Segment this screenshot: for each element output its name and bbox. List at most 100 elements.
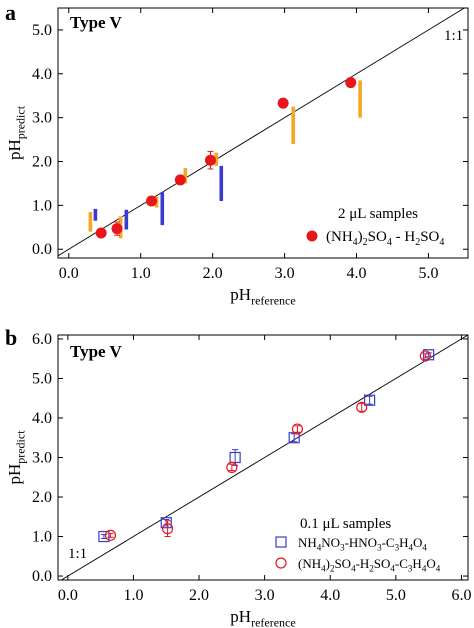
- y-tick-label: 1.0: [32, 529, 52, 546]
- data-point-circle: [161, 523, 174, 535]
- data-point: [204, 154, 216, 166]
- x-tick-label: 3.0: [275, 265, 295, 282]
- text-part: pH: [230, 285, 251, 304]
- range-bar: [291, 106, 296, 144]
- subscript: reference: [251, 615, 296, 628]
- subscript: 4: [408, 542, 413, 552]
- x-tick-label: 2.0: [189, 587, 209, 604]
- text-part: O: [413, 535, 422, 550]
- range-bar: [183, 168, 188, 184]
- subscript: 4: [321, 563, 326, 573]
- subscript: 3: [377, 542, 382, 552]
- text-part: (NH: [326, 229, 353, 245]
- x-axis-label: pHreference: [230, 607, 295, 628]
- subscript: 4: [422, 542, 427, 552]
- x-tick-label: 6.0: [451, 587, 471, 604]
- x-axis-label: pHreference: [230, 285, 295, 307]
- text-part: (NH: [298, 556, 321, 571]
- data-point: [111, 223, 123, 235]
- subscript: 4: [436, 563, 441, 573]
- legend-marker: [306, 230, 318, 242]
- text-part: NH: [298, 535, 317, 550]
- data-point: [345, 77, 357, 89]
- legend-label-square: NH4NO3-HNO3-C3H4O4: [298, 535, 427, 552]
- subscript: predict: [13, 105, 27, 139]
- text-part: -C: [382, 535, 395, 550]
- subscript: 3: [408, 563, 413, 573]
- y-tick-label: 1.0: [32, 197, 52, 214]
- data-point-circle: [291, 423, 304, 435]
- range-bar: [219, 165, 224, 201]
- legend-marker-circle: [275, 557, 287, 569]
- range-bar: [124, 209, 129, 230]
- subscript: reference: [251, 293, 296, 307]
- chart-annotation: Type V: [70, 342, 123, 361]
- one-to-one-label: 1:1: [68, 546, 87, 562]
- data-point-square: [364, 394, 376, 406]
- subscript: 2: [330, 563, 335, 573]
- subscript: 4: [439, 237, 444, 248]
- panel-label: b: [5, 325, 17, 350]
- y-tick-label: 0.0: [32, 568, 52, 585]
- range-bar: [88, 211, 93, 232]
- x-tick-label: 4.0: [347, 265, 367, 282]
- chart-panel-b: 0.0 1.0 2.0 3.0 4.0 5.0 6.0 0.0 1.0 2.0 3.0 4.0 5.0 6…: [5, 325, 471, 628]
- y-axis-label: pHpredict: [5, 105, 27, 160]
- one-to-one-line: [61, 334, 469, 581]
- y-tick-label: 6.0: [32, 331, 52, 348]
- y-tick-label: 2.0: [32, 489, 52, 506]
- range-bar: [358, 80, 362, 118]
- legend-marker-square: [275, 536, 287, 548]
- legend-label-circle: (NH4)2SO4-H2SO4-C3H4O4: [298, 556, 441, 573]
- text-part: - H: [392, 229, 415, 245]
- x-tick-label: 1.0: [123, 587, 143, 604]
- y-tick-label: 5.0: [32, 370, 52, 387]
- data-point: [277, 97, 289, 109]
- plot-frame: [57, 7, 469, 259]
- subscript: 2: [369, 563, 374, 573]
- x-tick-label: 5.0: [386, 587, 406, 604]
- subscript: 3: [395, 542, 400, 552]
- chart-panel-a: 0.0 1.0 2.0 3.0 4.0 5.0 0.0 1.0 2.0 3.0 4.0 5.0 1:1 a…: [5, 0, 469, 307]
- y-tick-label: 2.0: [32, 154, 52, 171]
- text-part: NO: [321, 535, 340, 550]
- x-tick-label: 0.0: [58, 587, 78, 604]
- x-tick-label: 0.0: [59, 265, 79, 282]
- legend-title: 0.1 μL samples: [300, 516, 391, 532]
- range-bar: [93, 208, 98, 221]
- text-part: ): [326, 556, 330, 571]
- subscript: 4: [317, 542, 322, 552]
- y-tick-label: 3.0: [32, 450, 52, 467]
- panel-label: a: [5, 0, 16, 25]
- x-tick-label: 1.0: [131, 265, 151, 282]
- data-point-circle: [104, 529, 117, 541]
- data-point-square: [160, 517, 172, 529]
- legend-title: 2 μL samples: [338, 206, 418, 222]
- y-tick-label: 4.0: [32, 410, 52, 427]
- data-point-circle: [356, 401, 368, 413]
- data-point-square: [98, 530, 110, 543]
- text-part: SO: [420, 229, 439, 245]
- subscript: predict: [13, 430, 27, 464]
- x-tick-label: 3.0: [255, 587, 275, 604]
- data-point-circle: [226, 461, 238, 473]
- subscript: 2: [415, 237, 420, 248]
- text-part: pH: [5, 139, 24, 160]
- x-tick-label: 5.0: [418, 265, 438, 282]
- text-part: -C: [395, 556, 408, 571]
- x-tick-label: 2.0: [203, 265, 223, 282]
- x-tick-label: 4.0: [320, 587, 340, 604]
- y-tick-label: 0.0: [32, 241, 52, 258]
- text-part: pH: [5, 464, 24, 485]
- subscript: 2: [363, 237, 368, 248]
- text-part: H: [399, 535, 408, 550]
- text-part: SO: [334, 556, 351, 571]
- data-point: [146, 195, 158, 207]
- text-part: H: [412, 556, 421, 571]
- range-bar: [214, 152, 219, 166]
- data-point: [95, 227, 107, 239]
- legend-label: (NH4)2SO4 - H2SO4: [326, 229, 444, 248]
- text-part: ): [358, 229, 363, 245]
- data-point: [174, 174, 186, 186]
